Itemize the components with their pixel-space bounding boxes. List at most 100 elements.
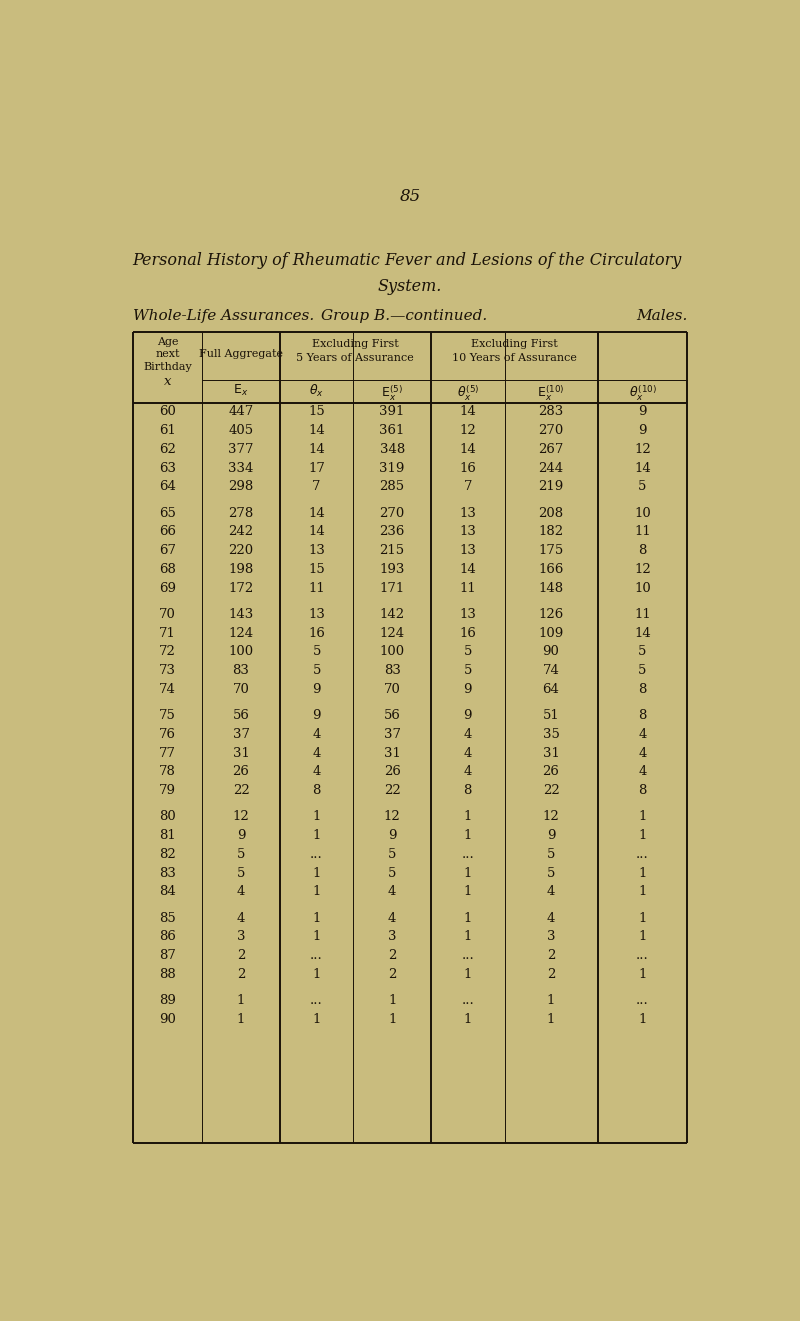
Text: 62: 62 bbox=[159, 443, 176, 456]
Text: 22: 22 bbox=[542, 785, 559, 797]
Text: 283: 283 bbox=[538, 406, 564, 419]
Text: 13: 13 bbox=[459, 526, 476, 539]
Text: 70: 70 bbox=[384, 683, 401, 696]
Text: 5: 5 bbox=[313, 664, 321, 678]
Text: 90: 90 bbox=[542, 646, 559, 658]
Text: 14: 14 bbox=[459, 563, 476, 576]
Text: $\theta_x$: $\theta_x$ bbox=[309, 383, 324, 399]
Text: 5: 5 bbox=[638, 664, 646, 678]
Text: 2: 2 bbox=[547, 968, 555, 982]
Text: 51: 51 bbox=[542, 709, 559, 723]
Text: 4: 4 bbox=[638, 765, 646, 778]
Text: 9: 9 bbox=[547, 830, 555, 843]
Text: 1: 1 bbox=[237, 1013, 246, 1026]
Text: 1: 1 bbox=[547, 995, 555, 1008]
Text: 5: 5 bbox=[313, 646, 321, 658]
Text: 377: 377 bbox=[228, 443, 254, 456]
Text: 64: 64 bbox=[542, 683, 559, 696]
Text: 4: 4 bbox=[547, 911, 555, 925]
Text: 82: 82 bbox=[159, 848, 176, 861]
Text: 74: 74 bbox=[159, 683, 176, 696]
Text: 4: 4 bbox=[638, 746, 646, 760]
Text: 13: 13 bbox=[459, 507, 476, 519]
Text: 1: 1 bbox=[638, 867, 646, 880]
Text: 85: 85 bbox=[159, 911, 176, 925]
Text: 100: 100 bbox=[380, 646, 405, 658]
Text: 66: 66 bbox=[159, 526, 176, 539]
Text: 8: 8 bbox=[638, 683, 646, 696]
Text: 35: 35 bbox=[542, 728, 559, 741]
Text: 80: 80 bbox=[159, 811, 176, 823]
Text: ...: ... bbox=[462, 950, 474, 962]
Text: 61: 61 bbox=[159, 424, 176, 437]
Text: 37: 37 bbox=[384, 728, 401, 741]
Text: 78: 78 bbox=[159, 765, 176, 778]
Text: $\mathrm{E}_x^{(5)}$: $\mathrm{E}_x^{(5)}$ bbox=[382, 383, 403, 403]
Text: ...: ... bbox=[636, 995, 649, 1008]
Text: Full Aggregate: Full Aggregate bbox=[199, 349, 283, 359]
Text: 1: 1 bbox=[463, 911, 472, 925]
Text: 5: 5 bbox=[237, 867, 246, 880]
Text: 56: 56 bbox=[384, 709, 401, 723]
Text: 8: 8 bbox=[638, 544, 646, 557]
Text: 9: 9 bbox=[388, 830, 397, 843]
Text: 198: 198 bbox=[229, 563, 254, 576]
Text: 100: 100 bbox=[229, 646, 254, 658]
Text: 15: 15 bbox=[308, 563, 325, 576]
Text: 267: 267 bbox=[538, 443, 564, 456]
Text: 26: 26 bbox=[233, 765, 250, 778]
Text: 16: 16 bbox=[459, 461, 476, 474]
Text: Excluding First: Excluding First bbox=[471, 339, 558, 350]
Text: 16: 16 bbox=[308, 626, 325, 639]
Text: 86: 86 bbox=[159, 930, 176, 943]
Text: 72: 72 bbox=[159, 646, 176, 658]
Text: 1: 1 bbox=[388, 995, 396, 1008]
Text: 37: 37 bbox=[233, 728, 250, 741]
Text: 4: 4 bbox=[388, 885, 396, 898]
Text: 14: 14 bbox=[634, 626, 651, 639]
Text: 4: 4 bbox=[463, 728, 472, 741]
Text: 76: 76 bbox=[159, 728, 176, 741]
Text: 83: 83 bbox=[233, 664, 250, 678]
Text: 270: 270 bbox=[538, 424, 564, 437]
Text: ...: ... bbox=[462, 995, 474, 1008]
Text: 298: 298 bbox=[229, 481, 254, 493]
Text: 7: 7 bbox=[312, 481, 321, 493]
Text: 10: 10 bbox=[634, 581, 651, 594]
Text: 124: 124 bbox=[380, 626, 405, 639]
Text: 68: 68 bbox=[159, 563, 176, 576]
Text: 242: 242 bbox=[229, 526, 254, 539]
Text: 89: 89 bbox=[159, 995, 176, 1008]
Text: 9: 9 bbox=[463, 709, 472, 723]
Text: 9: 9 bbox=[312, 709, 321, 723]
Text: 1: 1 bbox=[313, 867, 321, 880]
Text: 64: 64 bbox=[159, 481, 176, 493]
Text: 4: 4 bbox=[463, 746, 472, 760]
Text: ...: ... bbox=[310, 995, 323, 1008]
Text: 1: 1 bbox=[638, 811, 646, 823]
Text: 90: 90 bbox=[159, 1013, 176, 1026]
Text: 11: 11 bbox=[634, 526, 651, 539]
Text: 8: 8 bbox=[638, 709, 646, 723]
Text: 75: 75 bbox=[159, 709, 176, 723]
Text: 1: 1 bbox=[313, 885, 321, 898]
Text: 12: 12 bbox=[542, 811, 559, 823]
Text: 172: 172 bbox=[229, 581, 254, 594]
Text: 2: 2 bbox=[388, 950, 396, 962]
Text: 2: 2 bbox=[237, 968, 246, 982]
Text: $\theta_x^{(10)}$: $\theta_x^{(10)}$ bbox=[629, 383, 657, 403]
Text: 16: 16 bbox=[459, 626, 476, 639]
Text: 1: 1 bbox=[463, 1013, 472, 1026]
Text: 71: 71 bbox=[159, 626, 176, 639]
Text: 215: 215 bbox=[380, 544, 405, 557]
Text: 124: 124 bbox=[229, 626, 254, 639]
Text: 9: 9 bbox=[463, 683, 472, 696]
Text: 7: 7 bbox=[463, 481, 472, 493]
Text: 3: 3 bbox=[388, 930, 397, 943]
Text: ...: ... bbox=[636, 950, 649, 962]
Text: 3: 3 bbox=[237, 930, 246, 943]
Text: 4: 4 bbox=[237, 885, 246, 898]
Text: 244: 244 bbox=[538, 461, 564, 474]
Text: 14: 14 bbox=[634, 461, 651, 474]
Text: 31: 31 bbox=[233, 746, 250, 760]
